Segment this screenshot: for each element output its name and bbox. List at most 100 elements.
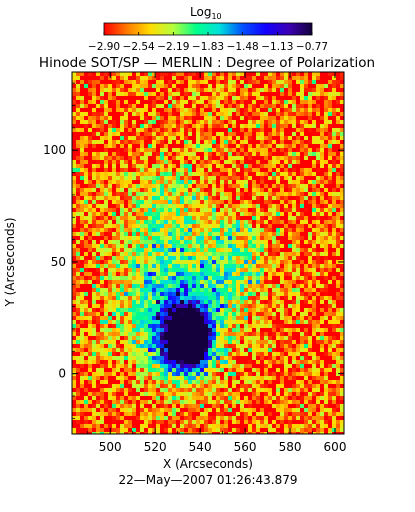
heatmap-cell [208,200,212,204]
heatmap-cell [100,112,104,116]
heatmap-cell [136,96,140,100]
heatmap-cell [76,184,80,188]
heatmap-cell [316,360,320,364]
heatmap-cell [320,104,324,108]
heatmap-cell [260,164,264,168]
heatmap-cell [272,180,276,184]
heatmap-cell [112,292,116,296]
heatmap-cell [312,264,316,268]
heatmap-cell [268,168,272,172]
heatmap-cell [340,80,344,84]
heatmap-cell [324,88,328,92]
heatmap-cell [196,348,200,352]
heatmap-cell [72,188,76,192]
heatmap-cell [72,232,76,236]
heatmap-cell [292,140,296,144]
heatmap-cell [232,356,236,360]
heatmap-cell [256,348,260,352]
heatmap-cell [276,236,280,240]
heatmap-cell [336,92,340,96]
heatmap-cell [264,344,268,348]
heatmap-cell [284,168,288,172]
heatmap-cell [132,276,136,280]
heatmap-cell [96,152,100,156]
heatmap-cell [280,296,284,300]
heatmap-cell [256,260,260,264]
heatmap-cell [176,188,180,192]
heatmap-cell [248,276,252,280]
heatmap-cell [144,168,148,172]
heatmap-cell [84,260,88,264]
heatmap-cell [208,120,212,124]
heatmap-cell [136,340,140,344]
heatmap-cell [120,244,124,248]
heatmap-cell [140,184,144,188]
heatmap-cell [84,204,88,208]
heatmap-cell [308,256,312,260]
heatmap-cell [332,168,336,172]
heatmap-cell [260,204,264,208]
heatmap-cell [316,168,320,172]
heatmap-cell [324,272,328,276]
heatmap-cell [156,332,160,336]
heatmap-cell [212,280,216,284]
heatmap-cell [84,124,88,128]
heatmap-cell [156,160,160,164]
heatmap-cell [256,252,260,256]
heatmap-cell [128,132,132,136]
heatmap-cell [296,276,300,280]
heatmap-cell [148,284,152,288]
heatmap-cell [328,104,332,108]
heatmap-cell [244,308,248,312]
heatmap-cell [300,252,304,256]
heatmap-cell [144,112,148,116]
heatmap-cell [248,120,252,124]
heatmap-cell [300,304,304,308]
heatmap-cell [252,160,256,164]
heatmap-cell [340,268,344,272]
heatmap-cell [76,140,80,144]
heatmap-cell [340,264,344,268]
heatmap-cell [88,292,92,296]
heatmap-cell [328,80,332,84]
heatmap-cell [168,144,172,148]
heatmap-cell [260,168,264,172]
heatmap-cell [164,332,168,336]
heatmap-cell [84,304,88,308]
heatmap-cell [184,88,188,92]
heatmap-cell [168,152,172,156]
heatmap-cell [144,200,148,204]
heatmap-cell [260,96,264,100]
heatmap-cell [312,292,316,296]
heatmap-cell [280,80,284,84]
heatmap-cell [268,352,272,356]
heatmap-cell [320,252,324,256]
heatmap-cell [80,352,84,356]
heatmap-cell [320,176,324,180]
heatmap-cell [116,308,120,312]
heatmap-cell [128,284,132,288]
heatmap-cell [320,88,324,92]
heatmap-cell [308,288,312,292]
heatmap-cell [180,268,184,272]
heatmap-cell [132,300,136,304]
heatmap-cell [152,108,156,112]
heatmap-cell [312,124,316,128]
heatmap-cell [288,280,292,284]
heatmap-cell [312,88,316,92]
heatmap-cell [236,220,240,224]
heatmap-cell [228,348,232,352]
heatmap-cell [220,148,224,152]
heatmap-cell [288,212,292,216]
heatmap-cell [240,192,244,196]
heatmap-cell [232,276,236,280]
heatmap-cell [300,308,304,312]
heatmap-cell [80,328,84,332]
heatmap-cell [204,120,208,124]
heatmap-cell [316,176,320,180]
heatmap-cell [228,104,232,108]
heatmap-cell [212,292,216,296]
heatmap-cell [108,160,112,164]
heatmap-cell [264,220,268,224]
heatmap-cell [104,124,108,128]
